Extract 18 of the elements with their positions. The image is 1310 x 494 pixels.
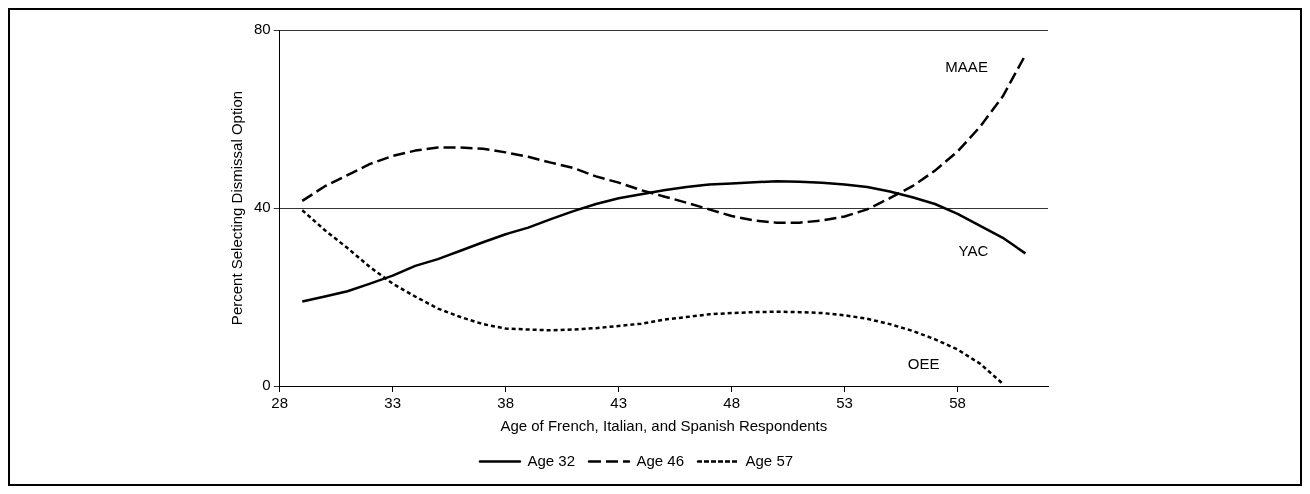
- annotation: MAAE: [945, 57, 988, 75]
- x-tick-label: 28: [271, 394, 289, 412]
- legend-label: Age 32: [527, 451, 575, 469]
- legend-label: Age 46: [636, 451, 685, 469]
- legend-label: Age 57: [745, 451, 794, 469]
- annotation: OEE: [907, 354, 940, 372]
- x-tick-label: 38: [497, 394, 514, 412]
- x-tick-label: 33: [384, 394, 402, 412]
- y-axis-title: Percent Selecting Dismissal Option: [228, 90, 246, 326]
- x-tick-label: 43: [610, 394, 627, 412]
- x-tick-label: 53: [836, 394, 853, 412]
- y-tick-label: 40: [254, 198, 271, 216]
- y-tick-label: 80: [254, 20, 271, 38]
- annotation: YAC: [958, 242, 989, 260]
- x-tick-label: 58: [949, 394, 966, 412]
- x-tick-label: 48: [723, 394, 740, 412]
- x-axis-title: Age of French, Italian, and Spanish Respondents: [500, 417, 828, 435]
- y-tick-label: 0: [262, 376, 271, 394]
